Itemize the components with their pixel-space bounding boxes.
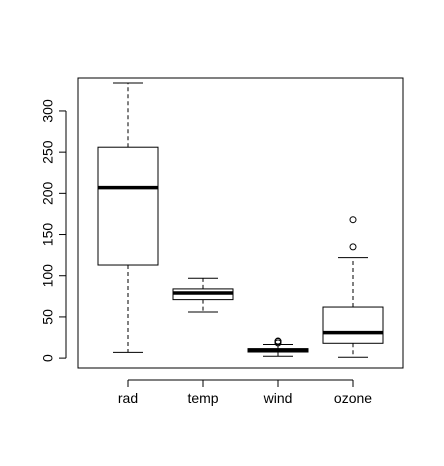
x-axis: rad temp wind ozone bbox=[118, 379, 372, 406]
box-group bbox=[97, 82, 384, 358]
outlier-point bbox=[274, 339, 282, 347]
y-tick-label: 150 bbox=[40, 223, 56, 247]
y-tick-label: 50 bbox=[40, 309, 56, 325]
plot-frame bbox=[77, 77, 404, 369]
x-tick-label-temp: temp bbox=[187, 390, 218, 406]
box-ozone bbox=[322, 216, 384, 358]
x-tick-label-wind: wind bbox=[263, 390, 293, 406]
x-tick-label-rad: rad bbox=[118, 390, 138, 406]
outlier-point bbox=[349, 243, 357, 251]
y-axis: 0 50 100 150 200 250 300 bbox=[40, 99, 67, 362]
y-tick-label: 0 bbox=[40, 354, 56, 362]
x-tick-label-ozone: ozone bbox=[334, 390, 372, 406]
iqr-box bbox=[322, 306, 384, 344]
outlier-point bbox=[349, 216, 357, 224]
outlier-point bbox=[274, 337, 282, 345]
y-tick-label: 250 bbox=[40, 140, 56, 164]
y-tick-label: 300 bbox=[40, 99, 56, 123]
box-wind bbox=[247, 337, 309, 357]
iqr-box bbox=[97, 146, 159, 266]
box-rad bbox=[97, 82, 159, 353]
y-tick-label: 200 bbox=[40, 181, 56, 205]
box-temp bbox=[172, 277, 234, 313]
y-tick-label: 100 bbox=[40, 264, 56, 288]
